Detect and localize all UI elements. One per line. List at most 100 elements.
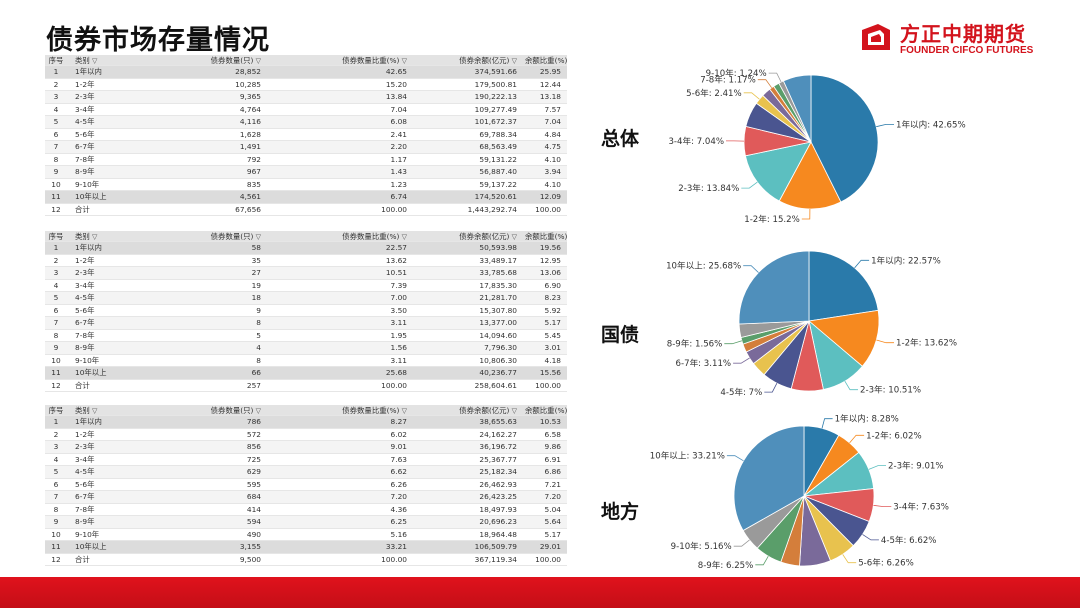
table-cell: 1-2年 bbox=[75, 429, 95, 439]
label-leader-line bbox=[876, 339, 894, 344]
column-header[interactable]: 类别 ▽ bbox=[67, 55, 177, 65]
table-cell: 258,604.61 bbox=[474, 380, 517, 390]
column-header-label: 序号 bbox=[48, 232, 64, 241]
table-cell: 7-8年 bbox=[75, 154, 95, 164]
label-leader-line bbox=[801, 208, 811, 220]
table-cell: 8.23 bbox=[544, 293, 561, 302]
column-header[interactable]: 类别 ▽ bbox=[67, 231, 177, 241]
filter-icon[interactable]: ▽ bbox=[253, 407, 261, 415]
column-header[interactable]: 余额比重(%) ▽ bbox=[523, 405, 567, 415]
table-treasury: 序号 类别 ▽ 债券数量(只) ▽ 债券数量比重(%) ▽ 债券余额(亿元) ▽ 余额比重… bbox=[45, 231, 567, 392]
column-header-label: 类别 bbox=[75, 406, 90, 415]
table-cell: 100.00 bbox=[535, 380, 561, 390]
column-header[interactable]: 债券数量比重(%) ▽ bbox=[267, 55, 413, 65]
column-header[interactable]: 类别 ▽ bbox=[67, 405, 177, 415]
column-header[interactable]: 余额比重(%) ▽ bbox=[523, 55, 567, 65]
table-cell: 6-7年 bbox=[75, 492, 95, 501]
table-row: 3 2-3年 856 9.01 36,196.72 9.86 bbox=[45, 441, 567, 454]
filter-icon[interactable]: ▽ bbox=[399, 407, 407, 415]
column-header[interactable]: 序号 bbox=[45, 405, 67, 415]
table-cell: 5 bbox=[53, 293, 59, 302]
filter-icon[interactable]: ▽ bbox=[253, 57, 261, 65]
table-row: 3 2-3年 27 10.51 33,785.68 13.06 bbox=[45, 267, 567, 280]
column-header[interactable]: 序号 bbox=[45, 55, 67, 65]
filter-icon[interactable]: ▽ bbox=[89, 57, 98, 65]
filter-icon[interactable]: ▽ bbox=[509, 233, 517, 241]
table-cell: 13.62 bbox=[385, 255, 407, 265]
table-cell: 5.64 bbox=[544, 517, 561, 526]
filter-icon[interactable]: ▽ bbox=[89, 233, 98, 241]
table-header-row: 序号 类别 ▽ 债券数量(只) ▽ 债券数量比重(%) ▽ 债券余额(亿元) ▽ 余额比重… bbox=[45, 405, 567, 416]
table-cell: 2 bbox=[53, 429, 59, 439]
pie-data-label: 4-5年: 6.62% bbox=[881, 534, 937, 546]
table-cell: 7.39 bbox=[390, 280, 407, 290]
table-row: 11 10年以上 3,155 33.21 106,509.79 29.01 bbox=[45, 541, 567, 554]
label-leader-line bbox=[854, 259, 870, 269]
column-header[interactable]: 债券数量比重(%) ▽ bbox=[267, 405, 413, 415]
table-cell: 10 bbox=[51, 179, 61, 189]
table-cell: 1年以内 bbox=[75, 67, 102, 76]
label-leader-line bbox=[743, 265, 759, 273]
table-cell: 25.68 bbox=[385, 368, 407, 377]
filter-icon[interactable]: ▽ bbox=[399, 57, 407, 65]
table-row: 9 8-9年 594 6.25 20,696.23 5.64 bbox=[45, 516, 567, 529]
table-row: 12 合计 67,656 100.00 1,443,292.74 100.00 bbox=[45, 204, 567, 216]
table-cell: 106,509.79 bbox=[474, 542, 517, 551]
table-cell: 414 bbox=[246, 504, 261, 514]
table-cell: 8 bbox=[53, 504, 59, 514]
table-cell: 13.84 bbox=[385, 92, 407, 101]
table-cell: 4 bbox=[53, 454, 59, 464]
filter-icon[interactable]: ▽ bbox=[399, 233, 407, 241]
column-header[interactable]: 债券余额(亿元) ▽ bbox=[413, 405, 523, 415]
table-cell: 6.02 bbox=[390, 429, 407, 439]
table-cell: 594 bbox=[246, 517, 261, 526]
table-cell: 4.10 bbox=[544, 179, 561, 189]
filter-icon[interactable]: ▽ bbox=[89, 407, 98, 415]
table-cell: 7.20 bbox=[390, 492, 407, 501]
table-cell: 58 bbox=[251, 243, 261, 252]
pie-slice bbox=[810, 74, 879, 203]
column-header[interactable]: 债券余额(亿元) ▽ bbox=[413, 231, 523, 241]
column-header[interactable]: 债券数量比重(%) ▽ bbox=[267, 231, 413, 241]
pie-data-label: 1年以内: 42.65% bbox=[896, 118, 966, 130]
pie-data-label: 1-2年: 13.62% bbox=[896, 337, 957, 349]
table-cell: 42.65 bbox=[385, 67, 407, 76]
pie-data-label: 5-6年: 6.26% bbox=[858, 557, 914, 569]
table-cell: 6 bbox=[53, 479, 59, 489]
column-header[interactable]: 余额比重(%) ▽ bbox=[523, 231, 567, 241]
table-cell: 29.01 bbox=[539, 542, 561, 551]
column-header-label: 债券数量比重(%) bbox=[342, 232, 400, 241]
table-cell: 6.62 bbox=[390, 467, 407, 476]
table-cell: 174,520.61 bbox=[474, 192, 517, 201]
column-header[interactable]: 债券余额(亿元) ▽ bbox=[413, 55, 523, 65]
table-cell: 4.36 bbox=[390, 504, 407, 514]
table-cell: 7-8年 bbox=[75, 504, 95, 514]
table-cell: 792 bbox=[246, 154, 261, 164]
table-cell: 856 bbox=[246, 442, 261, 451]
filter-icon[interactable]: ▽ bbox=[509, 57, 517, 65]
table-cell: 257 bbox=[246, 380, 261, 390]
column-header[interactable]: 债券数量(只) ▽ bbox=[177, 231, 267, 241]
table-cell: 38,655.63 bbox=[479, 417, 517, 426]
table-cell: 3.01 bbox=[544, 343, 561, 352]
column-header[interactable]: 债券数量(只) ▽ bbox=[177, 405, 267, 415]
pie-data-label: 10年以上: 33.21% bbox=[650, 450, 725, 462]
table-row: 11 10年以上 4,561 6.74 174,520.61 12.09 bbox=[45, 191, 567, 204]
table-row: 10 9-10年 490 5.16 18,964.48 5.17 bbox=[45, 529, 567, 541]
table-cell: 8 bbox=[256, 355, 261, 365]
table-cell: 100.00 bbox=[381, 204, 407, 214]
table-row: 3 2-3年 9,365 13.84 190,222.13 13.18 bbox=[45, 91, 567, 104]
pie-slice bbox=[808, 250, 879, 322]
filter-icon[interactable]: ▽ bbox=[509, 407, 517, 415]
table-cell: 3.11 bbox=[390, 355, 407, 365]
table-cell: 5 bbox=[53, 467, 59, 476]
table-cell: 6.08 bbox=[390, 117, 407, 126]
column-header-label: 债券余额(亿元) bbox=[459, 232, 510, 241]
column-header-label: 债券数量(只) bbox=[210, 56, 254, 65]
table-cell: 4 bbox=[256, 343, 261, 352]
filter-icon[interactable]: ▽ bbox=[253, 233, 261, 241]
table-cell: 835 bbox=[246, 179, 261, 189]
column-header[interactable]: 债券数量(只) ▽ bbox=[177, 55, 267, 65]
pie-data-label: 9-10年: 1.24% bbox=[706, 67, 767, 79]
column-header[interactable]: 序号 bbox=[45, 231, 67, 241]
